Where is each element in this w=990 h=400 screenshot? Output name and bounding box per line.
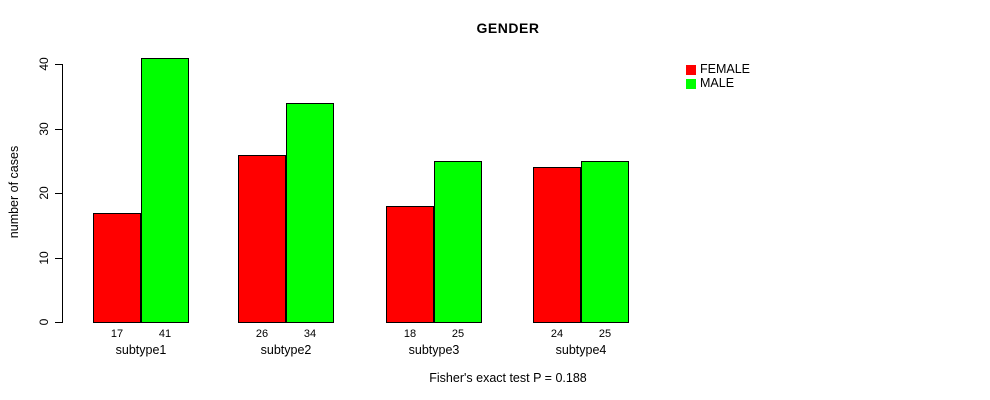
chart-title: GENDER <box>476 20 540 36</box>
bar-value-label: 25 <box>451 328 465 340</box>
bar-value-label: 17 <box>110 328 124 340</box>
bar-value-label: 41 <box>158 328 172 340</box>
footnote-fisher-test: Fisher's exact test P = 0.188 <box>429 371 587 385</box>
bar-subtype3-male <box>434 161 482 323</box>
bar-subtype1-female <box>93 213 141 323</box>
y-axis-line <box>62 64 63 323</box>
bar-value-label: 24 <box>550 328 564 340</box>
female-swatch-icon <box>686 64 696 75</box>
x-tick-label: subtype2 <box>260 343 312 357</box>
y-tick-mark <box>55 129 62 130</box>
y-tick-mark <box>55 258 62 259</box>
bar-value-label: 18 <box>403 328 417 340</box>
x-tick-label: subtype4 <box>555 343 607 357</box>
y-tick-mark <box>55 322 62 323</box>
y-axis-title: number of cases <box>7 145 21 239</box>
y-tick-label: 10 <box>37 251 51 265</box>
bar-value-label: 26 <box>255 328 269 340</box>
male-swatch-icon <box>686 78 696 89</box>
bar-value-label: 25 <box>598 328 612 340</box>
bar-subtype2-female <box>238 155 286 323</box>
legend-item-female: FEMALE <box>686 63 750 76</box>
y-tick-mark <box>55 64 62 65</box>
bar-subtype4-female <box>533 167 581 323</box>
bar-value-label: 34 <box>303 328 317 340</box>
bar-subtype3-female <box>386 206 434 323</box>
y-tick-label: 30 <box>37 122 51 136</box>
bar-subtype1-male <box>141 58 189 323</box>
x-tick-label: subtype1 <box>115 343 167 357</box>
legend-label-male: MALE <box>700 76 735 90</box>
legend: FEMALE MALE <box>686 63 750 91</box>
y-tick-label: 0 <box>37 318 51 326</box>
x-tick-label: subtype3 <box>408 343 460 357</box>
bar-subtype4-male <box>581 161 629 323</box>
y-tick-label: 40 <box>37 57 51 71</box>
legend-label-female: FEMALE <box>700 62 751 76</box>
y-tick-label: 20 <box>37 186 51 200</box>
bar-subtype2-male <box>286 103 334 323</box>
y-tick-mark <box>55 193 62 194</box>
legend-item-male: MALE <box>686 77 750 90</box>
